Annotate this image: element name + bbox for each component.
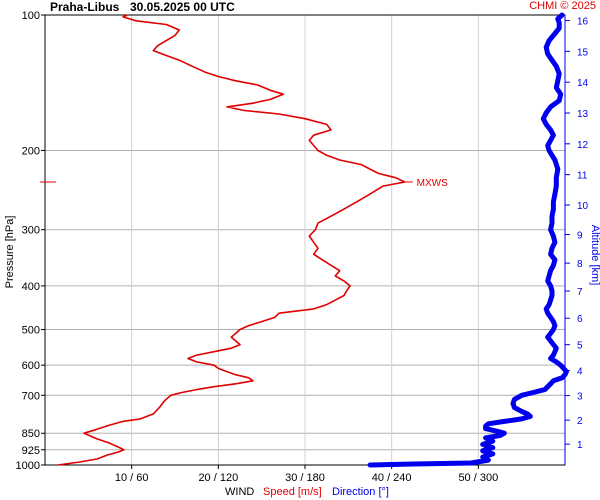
altitude-tick-label: 16 [577, 17, 589, 28]
pressure-tick-label: 850 [22, 428, 40, 440]
legend-speed: Speed [m/s] [263, 486, 322, 498]
wind-legend: WIND Speed [m/s] Direction [°] [225, 486, 389, 498]
speed-line [57, 14, 406, 466]
legend-direction: Direction [°] [332, 486, 389, 498]
mxws-annotation: MXWS [40, 178, 448, 189]
pressure-tick-label: 500 [22, 325, 40, 337]
pressure-tick-label: 700 [22, 390, 40, 402]
pressure-tick-labels: 100 200 300 400 500 600 700 850 925 1000 [16, 10, 45, 472]
pressure-tick-label: 400 [22, 281, 40, 293]
pressure-axis-label: Pressure [hPa] [4, 216, 16, 289]
altitude-tick-label: 10 [577, 201, 589, 212]
altitude-tick-label: 7 [577, 287, 583, 298]
altitude-tick-label: 2 [577, 416, 583, 427]
chmi-credit: CHMI © 2025 [529, 0, 596, 12]
altitude-tick-label: 12 [577, 140, 589, 151]
pressure-tick-label: 1000 [16, 460, 40, 472]
x-tick-labels: 10 / 60 20 / 120 30 / 180 40 / 240 50 / 300 [115, 465, 498, 484]
station-name: Praha-Libus [50, 0, 120, 14]
altitude-axis-label: Altitude [km] [589, 225, 600, 286]
x-tick-label: 50 / 300 [458, 472, 498, 484]
x-tick-label: 20 / 120 [198, 472, 238, 484]
x-tick-label: 30 / 180 [285, 472, 325, 484]
mxws-label: MXWS [417, 178, 448, 189]
grid-lines [45, 15, 565, 465]
altitude-tick-label: 3 [577, 392, 583, 403]
altitude-tick-label: 6 [577, 314, 583, 325]
altitude-tick-label: 14 [577, 78, 589, 89]
x-tick-label: 40 / 240 [372, 472, 412, 484]
pressure-tick-label: 925 [22, 445, 40, 457]
altitude-tick-label: 13 [577, 109, 589, 120]
altitude-tick-label: 9 [577, 230, 583, 241]
series-lines [57, 12, 569, 468]
pressure-tick-label: 200 [22, 145, 40, 157]
altitude-tick-label: 8 [577, 259, 583, 270]
pressure-tick-label: 100 [22, 10, 40, 22]
direction-line [367, 12, 569, 468]
altitude-tick-label: 11 [577, 171, 588, 182]
pressure-tick-label: 600 [22, 360, 40, 372]
altitude-tick-label: 1 [577, 440, 583, 451]
pressure-tick-label: 300 [22, 225, 40, 237]
altitude-tick-label: 5 [577, 341, 583, 352]
x-tick-label: 10 / 60 [115, 472, 149, 484]
altitude-tick-label: 15 [577, 47, 589, 58]
legend-wind: WIND [225, 486, 254, 498]
altitude-tick-label: 4 [577, 366, 583, 377]
sounding-datetime: 30.05.2025 00 UTC [130, 0, 235, 14]
